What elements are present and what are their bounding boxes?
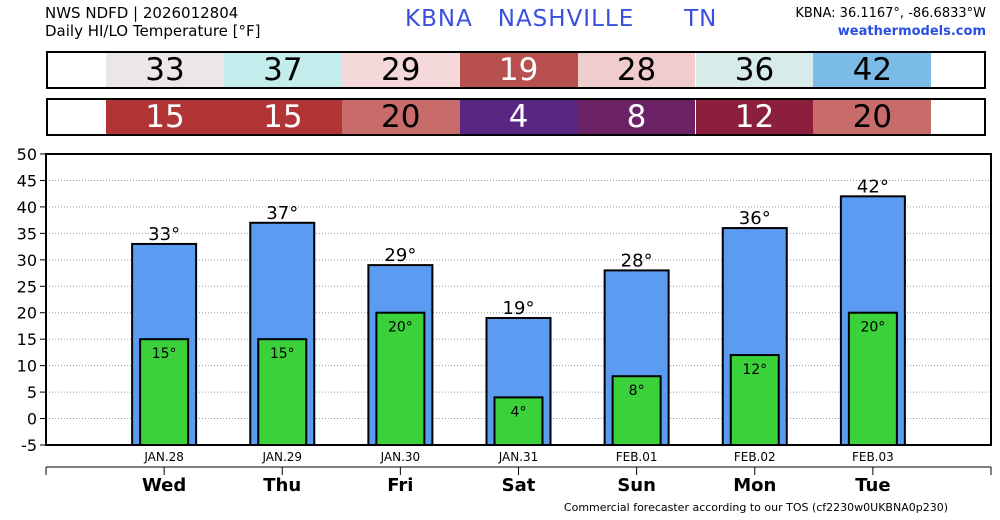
date-label: JAN.31 <box>498 450 539 464</box>
coordinates-label: KBNA: 36.1167°, -86.6833°W <box>795 6 986 21</box>
low-temp-bar <box>257 338 308 447</box>
day-label: Sun <box>617 475 656 496</box>
low-temp-bar <box>847 311 898 446</box>
high-temp-cell: 36 <box>695 53 814 87</box>
site-link[interactable]: weathermodels.com <box>837 24 986 39</box>
date-label: JAN.29 <box>261 450 302 464</box>
y-tick-label: 20 <box>17 304 37 323</box>
header-right: KBNA: 36.1167°, -86.6833°W weathermodels… <box>795 5 986 41</box>
y-tick-label: 10 <box>17 357 37 376</box>
high-temp-cell: 28 <box>577 53 696 87</box>
y-tick-label: -5 <box>21 436 37 455</box>
high-temp-label: 28° <box>621 250 653 271</box>
high-temp-strip: 33 37 29 19 28 36 42 <box>46 51 986 89</box>
low-temp-label: 12° <box>742 362 767 378</box>
y-tick-label: 25 <box>17 277 37 296</box>
y-tick-label: 30 <box>17 251 37 270</box>
product-title: Daily HI/LO Temperature [°F] <box>45 22 261 40</box>
date-label: FEB.01 <box>616 450 658 464</box>
date-label: JAN.30 <box>380 450 421 464</box>
low-temp-label: 4° <box>511 404 527 420</box>
date-label: FEB.03 <box>852 450 894 464</box>
day-label: Thu <box>263 475 301 496</box>
high-temp-cell: 29 <box>341 53 460 87</box>
y-tick-label: 45 <box>17 171 37 190</box>
high-temp-label: 33° <box>148 224 180 245</box>
low-temp-cell: 15 <box>223 100 342 134</box>
header-left: NWS NDFD | 2026012804 Daily HI/LO Temper… <box>45 4 261 40</box>
low-temp-strip: 15 15 20 4 8 12 20 <box>46 98 986 136</box>
station-title: KBNA NASHVILLE TN <box>405 6 718 32</box>
low-temp-cell: 4 <box>459 100 578 134</box>
low-temp-label: 20° <box>860 320 885 336</box>
model-run-label: NWS NDFD | 2026012804 <box>45 4 239 22</box>
high-temp-cell: 19 <box>459 53 578 87</box>
high-temp-cell: 33 <box>106 53 224 87</box>
low-temp-cell: 20 <box>813 100 932 134</box>
low-temp-cell: 8 <box>577 100 696 134</box>
high-temp-label: 37° <box>266 203 298 224</box>
high-temp-label: 42° <box>857 176 889 197</box>
y-tick-label: 0 <box>27 410 37 429</box>
high-temp-label: 19° <box>503 298 535 319</box>
low-temp-bar <box>493 396 544 446</box>
high-temp-label: 29° <box>384 245 416 266</box>
day-label: Sat <box>502 475 536 496</box>
y-tick-label: 15 <box>17 330 37 349</box>
low-temp-label: 15° <box>152 346 177 362</box>
low-temp-label: 15° <box>270 346 295 362</box>
date-label: FEB.02 <box>734 450 776 464</box>
day-label: Mon <box>733 475 776 496</box>
day-label: Tue <box>855 475 890 496</box>
low-temp-label: 8° <box>629 383 645 399</box>
high-temp-cell: 42 <box>813 53 932 87</box>
high-temp-cell: 37 <box>223 53 342 87</box>
low-temp-bar <box>139 338 190 447</box>
low-temp-label: 20° <box>388 320 413 336</box>
y-tick-label: 35 <box>17 224 37 243</box>
date-label: JAN.28 <box>143 450 184 464</box>
day-label: Fri <box>387 475 413 496</box>
day-label: Wed <box>142 475 186 496</box>
low-temp-bar <box>729 354 780 446</box>
footer-note: Commercial forecaster according to our T… <box>563 501 948 514</box>
plot-frame <box>45 153 992 446</box>
high-temp-label: 36° <box>739 208 771 229</box>
low-temp-cell: 12 <box>695 100 814 134</box>
y-tick-label: 5 <box>27 383 37 402</box>
y-tick-label: 40 <box>17 198 37 217</box>
y-tick-label: 50 <box>17 145 37 164</box>
low-temp-cell: 15 <box>106 100 224 134</box>
low-temp-cell: 20 <box>341 100 460 134</box>
